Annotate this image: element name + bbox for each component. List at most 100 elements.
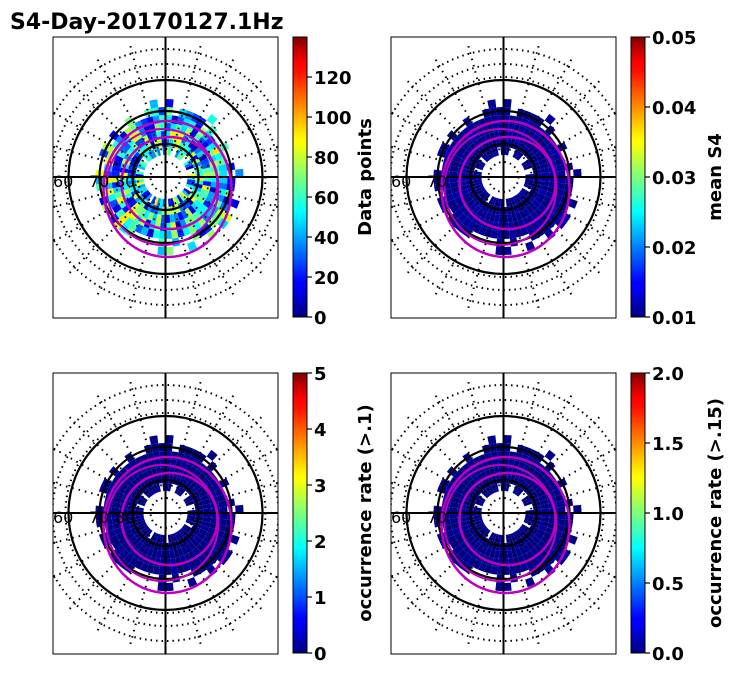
data-cell <box>544 229 556 241</box>
dotted-meridian <box>517 391 575 488</box>
data-cell <box>140 562 149 572</box>
data-cell <box>229 534 240 545</box>
data-cell <box>186 517 195 523</box>
data-cell <box>121 140 132 150</box>
data-cell <box>472 541 482 551</box>
data-cell <box>472 530 482 539</box>
data-cell <box>490 565 498 575</box>
data-cell <box>498 214 504 223</box>
dotted-meridian <box>172 205 203 313</box>
data-cell <box>180 480 188 489</box>
data-cell <box>497 566 504 575</box>
oval-outer <box>440 119 571 259</box>
data-cell <box>478 226 487 236</box>
dotted-meridian <box>179 538 237 635</box>
data-cell <box>124 126 134 137</box>
data-cell <box>128 535 138 544</box>
data-cell <box>201 498 211 506</box>
data-cell <box>522 207 531 217</box>
data-cell <box>145 488 153 497</box>
data-cell <box>147 487 155 496</box>
data-cell <box>146 142 154 152</box>
data-cell <box>462 217 472 228</box>
colorbar-tick-label: 60 <box>314 188 339 209</box>
data-cell <box>478 146 486 155</box>
data-cell <box>187 240 198 252</box>
data-cell <box>554 157 565 166</box>
data-cell <box>183 188 192 195</box>
data-cell <box>462 553 472 564</box>
data-cell <box>146 478 154 488</box>
data-cell <box>173 213 180 222</box>
data-cell <box>449 540 460 550</box>
data-cell <box>484 547 492 557</box>
data-cell <box>198 154 208 162</box>
data-cell <box>452 155 462 163</box>
data-cell <box>140 482 148 491</box>
polar-plot-area <box>53 373 278 654</box>
data-cell <box>523 183 533 190</box>
data-cell <box>191 158 201 165</box>
data-cell <box>132 192 142 200</box>
data-cell <box>538 494 548 502</box>
data-cell <box>153 197 159 206</box>
data-cell <box>157 246 166 255</box>
data-cell <box>156 533 161 543</box>
data-cell <box>150 485 157 494</box>
data-cell <box>165 246 174 255</box>
data-cell <box>547 140 558 150</box>
data-cell <box>143 527 151 536</box>
data-cell <box>491 533 497 542</box>
data-cell <box>474 517 483 523</box>
data-cell <box>198 490 208 498</box>
data-cell <box>176 194 184 203</box>
lat-label: 60 <box>53 172 73 191</box>
data-cell <box>119 213 130 224</box>
data-cell <box>540 167 550 174</box>
data-cell <box>218 500 228 508</box>
data-cell <box>528 538 538 548</box>
data-cell <box>139 495 148 502</box>
data-cell <box>115 471 126 482</box>
data-cell <box>125 532 135 541</box>
data-cell <box>520 562 529 572</box>
data-cell <box>459 140 470 150</box>
data-cell <box>479 189 488 198</box>
data-cell <box>470 154 480 162</box>
data-cell <box>159 534 164 543</box>
data-cell <box>185 183 195 190</box>
polar-plot-area <box>53 37 278 318</box>
data-cell <box>189 192 199 200</box>
data-cell <box>487 435 497 445</box>
data-cell <box>466 199 476 208</box>
colorbar-tick-label: 0.0 <box>652 644 684 665</box>
data-cell <box>129 547 139 557</box>
colorbar-tick-label: 1.5 <box>652 434 684 455</box>
data-cell <box>505 483 510 492</box>
data-cell <box>525 487 535 496</box>
data-cell <box>490 229 498 239</box>
data-cell <box>136 500 146 507</box>
data-cell <box>203 177 212 182</box>
data-cell <box>170 533 175 543</box>
data-cell <box>523 164 533 171</box>
colorbar-tick-label: 0.05 <box>652 28 696 49</box>
data-cell <box>132 490 142 498</box>
data-cell <box>503 582 512 591</box>
oval-outer <box>440 455 571 595</box>
data-cell <box>467 547 477 557</box>
data-cell <box>477 159 486 166</box>
data-cell <box>156 147 161 157</box>
data-cell <box>497 198 502 207</box>
dotted-meridian <box>128 377 159 485</box>
data-cell <box>193 199 203 208</box>
data-cell <box>461 192 471 200</box>
data-cell <box>134 223 144 234</box>
data-cell <box>521 159 530 166</box>
colorbar-tick-label: 3 <box>314 476 327 497</box>
dotted-meridian <box>94 202 152 299</box>
data-cell <box>449 517 459 525</box>
data-cell <box>453 544 464 555</box>
data-cell <box>190 538 200 548</box>
data-cell <box>135 506 144 511</box>
